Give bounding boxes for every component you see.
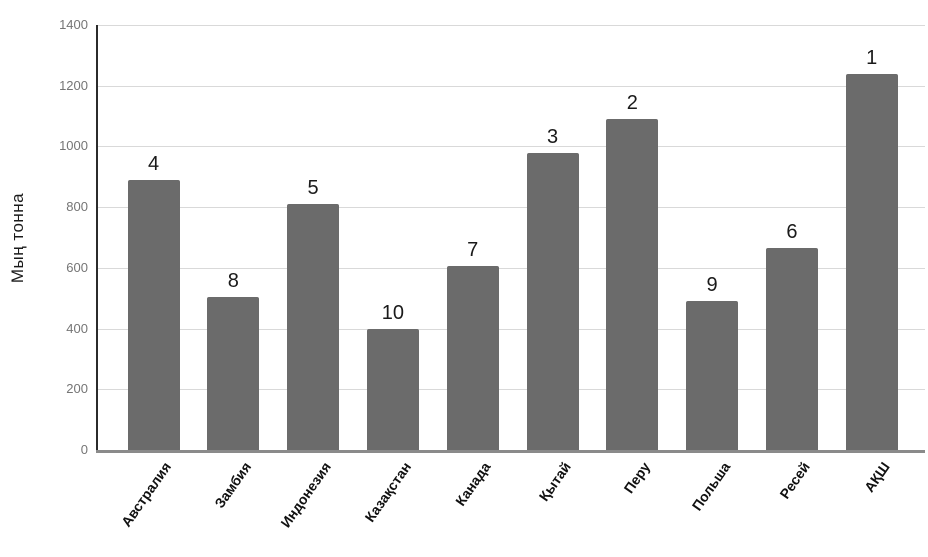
bar [686,301,739,450]
x-tick-label: Австралия [118,459,175,530]
gridline [98,85,925,87]
gridline [98,267,925,269]
bar-rank-label: 9 [706,274,718,297]
gridline [98,389,925,391]
y-tick-label: 200 [66,381,88,397]
bar [287,204,340,450]
y-tick-label: 800 [66,199,88,215]
bar-rank-label: 1 [866,46,878,69]
bar-rank-label: 2 [626,92,638,115]
y-tick-label: 0 [80,442,88,457]
x-tick-label: Замбия [211,459,255,511]
bar-rank-label: 5 [307,177,319,200]
x-tick-label: Польша [688,459,734,514]
y-axis-title: Мың тонна [8,192,27,283]
bar-rank-label: 3 [546,125,559,148]
x-axis-line [96,450,925,453]
x-tick-label: АҚШ [860,459,893,495]
x-tick-label: Канада [452,459,494,509]
bar [765,248,818,450]
y-tick-label: 1000 [59,138,88,154]
bar [446,266,499,450]
bar [207,296,260,450]
bar [606,119,659,450]
gridline [98,25,925,26]
bar [845,73,898,450]
gridline [98,207,925,209]
x-tick-label: Перу [620,459,654,497]
bar [526,152,579,450]
x-tick-label: Индонезия [277,459,335,531]
y-tick-label: 1400 [59,17,88,32]
gridline [98,328,925,330]
gridline [98,146,925,148]
x-tick-label: Қытай [535,459,574,505]
y-tick-label: 1200 [59,77,88,93]
bar [366,328,419,450]
y-axis-line [96,25,98,452]
x-tick-label: Казақстан [361,459,415,525]
bar [127,179,180,450]
y-tick-label: 600 [66,259,88,275]
bar-rank-label: 6 [786,221,798,244]
bar-rank-label: 10 [381,301,405,324]
bar-rank-label: 7 [467,239,479,262]
y-axis-title-wrap: Мың тонна [4,25,32,450]
bar-rank-label: 8 [227,269,239,292]
x-tick-label: Ресей [776,459,814,502]
y-tick-label: 400 [66,320,88,336]
bar-rank-label: 4 [147,152,160,175]
